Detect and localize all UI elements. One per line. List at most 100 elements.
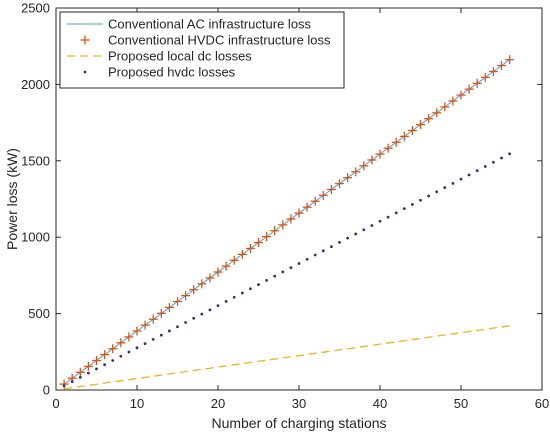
data-point — [313, 253, 317, 257]
legend-label: Proposed local dc losses — [108, 49, 252, 64]
x-tick-label: 20 — [211, 396, 225, 411]
data-point — [505, 55, 515, 65]
data-point — [208, 308, 212, 312]
data-point — [472, 78, 482, 88]
data-point — [87, 371, 90, 375]
legend-item: Conventional HVDC infrastructure loss — [80, 33, 331, 48]
data-point — [302, 202, 312, 212]
data-point — [124, 332, 134, 342]
data-point — [100, 350, 110, 360]
data-point — [294, 208, 304, 218]
data-point — [326, 184, 336, 194]
data-point — [103, 363, 106, 367]
series-1 — [63, 59, 510, 385]
legend: Conventional AC infrastructure lossConve… — [59, 11, 345, 89]
data-point — [270, 226, 280, 236]
data-point — [168, 329, 171, 333]
data-point — [427, 194, 430, 198]
data-point — [386, 215, 390, 219]
legend-label: Proposed hvdc losses — [108, 65, 236, 80]
legend-box — [59, 11, 345, 89]
x-tick-label: 60 — [535, 396, 549, 411]
data-point — [305, 257, 309, 261]
data-point — [419, 198, 422, 202]
data-point — [346, 236, 349, 240]
data-point — [249, 287, 252, 291]
data-point — [456, 90, 466, 100]
legend-item: Conventional AC infrastructure loss — [67, 17, 312, 32]
data-point — [286, 214, 296, 224]
data-point — [297, 262, 301, 265]
x-tick-label: 30 — [292, 396, 306, 411]
data-point — [318, 190, 328, 200]
data-point — [262, 232, 272, 242]
data-point — [173, 297, 182, 307]
data-point — [310, 196, 320, 206]
x-tick-label: 50 — [454, 396, 468, 411]
data-point — [116, 338, 126, 348]
data-point — [257, 283, 260, 286]
data-point — [229, 255, 239, 265]
data-point — [95, 367, 98, 371]
data-point — [497, 61, 506, 71]
data-point — [338, 240, 341, 244]
data-point — [127, 350, 131, 354]
y-tick-label: 1500 — [21, 153, 50, 168]
y-tick-label: 2000 — [21, 77, 50, 92]
data-point — [451, 181, 455, 185]
legend-swatch — [83, 70, 87, 74]
data-point — [265, 278, 268, 282]
data-point — [362, 228, 366, 232]
data-point — [464, 84, 474, 94]
data-point — [278, 220, 288, 230]
x-tick-label: 40 — [373, 396, 387, 411]
data-point — [411, 203, 414, 206]
data-point — [273, 274, 277, 278]
data-point — [78, 375, 82, 379]
data-point — [176, 325, 179, 329]
data-point — [164, 302, 174, 312]
data-point — [359, 161, 369, 171]
data-point — [399, 131, 409, 141]
data-point — [119, 354, 123, 358]
legend-item: Proposed hvdc losses — [83, 65, 236, 80]
data-point — [221, 261, 231, 271]
data-point — [321, 249, 325, 253]
data-point — [475, 169, 479, 173]
data-point — [245, 243, 255, 253]
data-point — [488, 67, 498, 77]
data-point — [289, 266, 293, 270]
data-point — [148, 314, 158, 324]
series-layer — [59, 55, 515, 390]
data-point — [70, 380, 74, 383]
series-line — [64, 325, 510, 390]
data-point — [508, 152, 511, 156]
data-point — [216, 304, 220, 308]
data-point — [440, 102, 450, 112]
data-point — [135, 346, 139, 350]
data-point — [240, 291, 244, 295]
data-point — [140, 320, 150, 330]
data-point — [500, 156, 503, 160]
data-point — [213, 267, 223, 277]
data-point — [205, 273, 215, 283]
data-point — [156, 308, 166, 318]
data-point — [151, 337, 155, 341]
series-2 — [59, 55, 515, 389]
data-point — [192, 316, 196, 320]
x-tick-label: 10 — [130, 396, 144, 411]
data-point — [480, 72, 490, 82]
data-point — [281, 270, 285, 274]
data-point — [378, 219, 382, 223]
legend-label: Conventional AC infrastructure loss — [108, 17, 312, 32]
data-point — [367, 155, 377, 165]
data-point — [459, 177, 463, 181]
data-point — [435, 190, 439, 194]
y-tick-label: 1000 — [21, 230, 50, 245]
data-point — [370, 224, 374, 227]
data-point — [197, 279, 207, 289]
data-point — [189, 285, 199, 295]
data-point — [394, 211, 398, 215]
data-point — [237, 249, 247, 259]
